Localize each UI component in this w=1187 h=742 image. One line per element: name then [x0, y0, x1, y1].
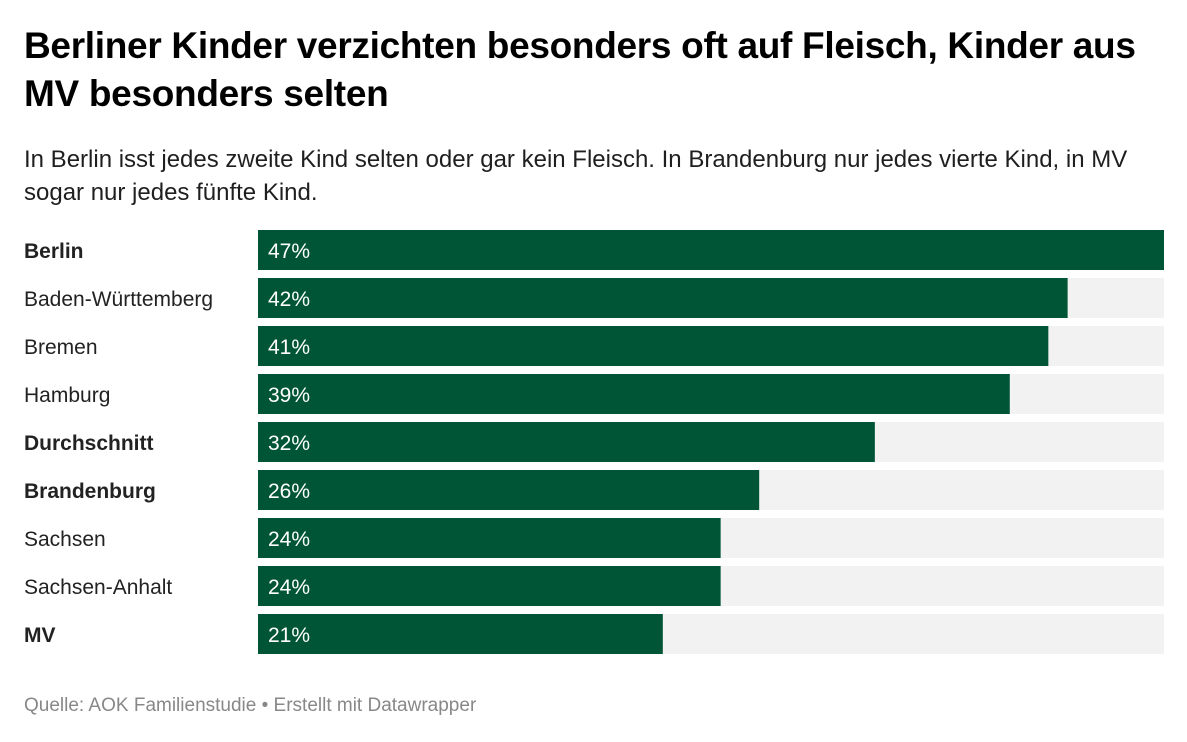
bar-row-brandenburg: Brandenburg 26%	[24, 470, 1164, 510]
value-label: 24%	[268, 576, 310, 599]
category-label: MV	[24, 624, 56, 647]
bar-row-durchschnitt: Durchschnitt 32%	[24, 422, 1164, 462]
value-label: 41%	[268, 336, 310, 359]
category-label: Sachsen	[24, 528, 106, 551]
bar	[258, 278, 1068, 318]
value-label: 39%	[268, 384, 310, 407]
bar	[258, 614, 663, 654]
bar-row-sachsen: Sachsen 24%	[24, 518, 1164, 558]
category-label: Durchschnitt	[24, 432, 154, 455]
bar	[258, 230, 1164, 270]
bar-track	[258, 470, 1164, 510]
category-label: Berlin	[24, 240, 84, 263]
source-footer: Quelle: AOK Familienstudie • Erstellt mi…	[24, 695, 477, 716]
chart-subtitle: In Berlin isst jedes zweite Kind selten …	[24, 146, 1128, 206]
bar-track	[258, 518, 1164, 558]
value-label: 24%	[268, 528, 310, 551]
bar	[258, 326, 1049, 366]
chart-title: Berliner Kinder verzichten besonders oft…	[24, 25, 1136, 114]
bar-track	[258, 230, 1164, 270]
bar-row-mv: MV 21%	[24, 614, 1164, 654]
bar-track	[258, 566, 1164, 606]
bar-row-baden-württemberg: Baden-Württemberg 42%	[24, 278, 1164, 318]
value-label: 21%	[268, 624, 310, 647]
category-label: Bremen	[24, 336, 98, 359]
bar-track	[258, 278, 1164, 318]
bar-row-hamburg: Hamburg 39%	[24, 374, 1164, 414]
bar-track	[258, 326, 1164, 366]
category-label: Hamburg	[24, 384, 110, 407]
value-label: 26%	[268, 480, 310, 503]
value-label: 42%	[268, 288, 310, 311]
bar-row-sachsen-anhalt: Sachsen-Anhalt 24%	[24, 566, 1164, 606]
value-label: 32%	[268, 432, 310, 455]
bar-track	[258, 374, 1164, 414]
bar-track	[258, 614, 1164, 654]
value-label: 47%	[268, 240, 310, 263]
category-label: Sachsen-Anhalt	[24, 576, 172, 599]
category-label: Brandenburg	[24, 480, 156, 503]
bar-track	[258, 422, 1164, 462]
bar	[258, 518, 721, 558]
bar-row-berlin: Berlin 47%	[24, 230, 1164, 270]
bar	[258, 566, 721, 606]
bar	[258, 470, 760, 510]
bar-row-bremen: Bremen 41%	[24, 326, 1164, 366]
bar	[258, 374, 1010, 414]
bar	[258, 422, 875, 462]
category-label: Baden-Württemberg	[24, 288, 213, 311]
